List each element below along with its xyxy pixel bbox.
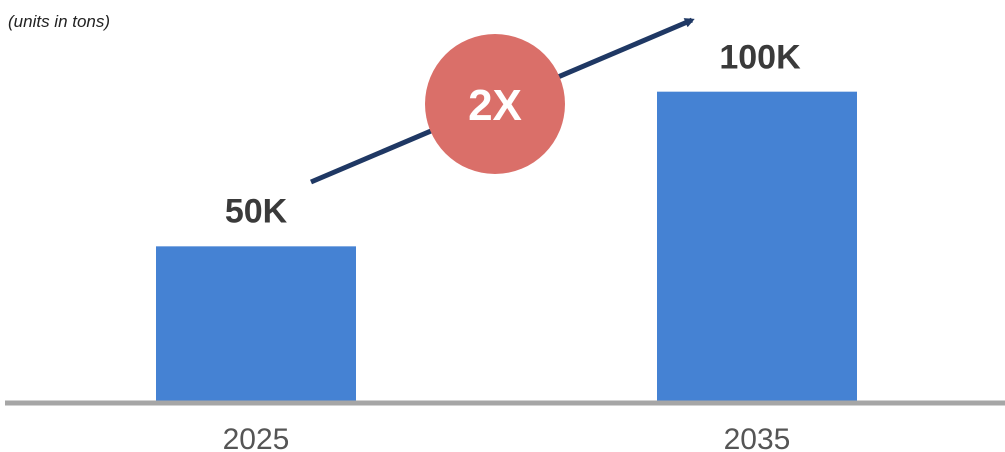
growth-badge-label: 2X [468,81,522,130]
bar-2035 [657,91,857,401]
growth-badge [425,34,565,174]
x-tick-label-2025: 2025 [223,423,290,452]
data-label-2035: 100K [719,39,801,77]
x-tick-label-2035: 2035 [724,423,791,452]
units-note: (units in tons) [8,12,111,31]
data-label-2025: 50K [225,192,288,230]
bar-2025 [156,246,356,401]
